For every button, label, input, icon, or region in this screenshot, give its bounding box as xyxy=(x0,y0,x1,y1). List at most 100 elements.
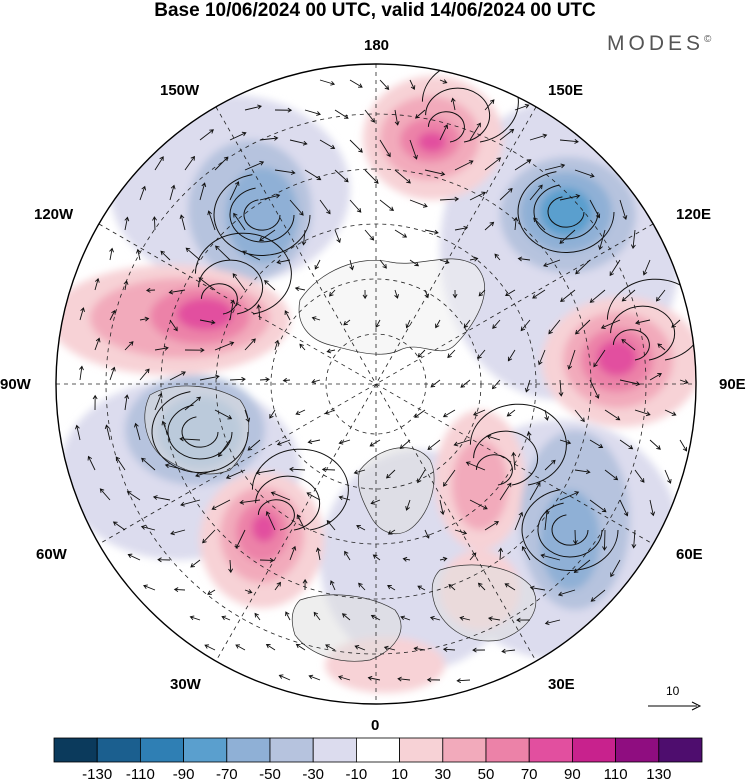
wind-vector-arrow xyxy=(439,556,448,562)
wind-vector-arrow xyxy=(499,188,513,201)
wind-vector-arrow xyxy=(169,371,186,381)
wind-vector-arrow xyxy=(109,247,114,261)
wind-vector-arrow xyxy=(341,613,351,621)
colorbar-swatch xyxy=(485,737,530,763)
colorbar-swatch xyxy=(53,737,98,763)
wind-vector-arrow xyxy=(204,644,216,651)
wind-vector-arrow xyxy=(254,612,261,621)
wind-vector-arrow xyxy=(289,199,304,216)
wind-vector-arrow xyxy=(567,349,576,370)
wind-vector-arrow xyxy=(160,250,171,261)
wind-vector-arrow xyxy=(358,582,366,591)
wind-vector-arrow xyxy=(207,589,216,595)
wind-vector-arrow xyxy=(379,259,387,269)
wind-vector-arrow xyxy=(442,409,456,418)
streamline xyxy=(547,196,585,228)
streamline xyxy=(425,87,491,143)
wind-vector-arrow xyxy=(152,216,157,231)
wind-vector-arrow xyxy=(225,469,246,480)
wind-vector-arrow xyxy=(109,366,116,381)
wind-vector-arrow xyxy=(430,379,441,388)
wind-vector-arrow xyxy=(414,109,426,119)
wind-vector-arrow xyxy=(589,289,606,303)
wind-vector-arrow xyxy=(439,196,460,202)
wind-vector-arrow xyxy=(233,212,246,231)
wind-vector-arrow xyxy=(417,469,426,484)
wind-vector-arrow xyxy=(517,256,531,262)
negative-anomaly-east-siberia xyxy=(500,157,636,273)
colorbar-swatch xyxy=(658,737,703,763)
wind-vector-arrow xyxy=(439,259,450,265)
wind-vector-arrow xyxy=(184,347,205,353)
wind-vector-arrow xyxy=(244,161,265,171)
wind-vector-arrow xyxy=(92,394,98,411)
wind-vector-arrow xyxy=(338,495,351,501)
streamline xyxy=(198,259,264,315)
wind-vector-arrow xyxy=(504,583,516,591)
wind-vector-arrow xyxy=(394,109,400,126)
wind-vector-arrow xyxy=(424,229,439,235)
wind-vector-arrow xyxy=(558,379,564,397)
wind-vector-arrow xyxy=(514,159,532,171)
wind-vector-arrow xyxy=(157,557,171,563)
positive-anomaly-north-atlantic xyxy=(200,472,324,608)
wind-vector-arrow xyxy=(491,379,501,390)
wind-vector-arrow xyxy=(199,182,207,201)
wind-vector-arrow xyxy=(299,343,306,351)
wind-vector-arrow xyxy=(559,193,581,201)
streamline xyxy=(517,171,615,253)
wind-vector-arrow xyxy=(313,611,321,621)
wind-vector-arrow xyxy=(353,469,366,475)
wind-vector-arrow xyxy=(604,409,621,421)
wind-vector-arrow xyxy=(417,349,426,358)
wind-vector-arrow xyxy=(140,525,156,531)
wind-vector-arrow xyxy=(619,379,641,386)
wind-vector-arrow xyxy=(294,286,306,292)
circulation-streamlines xyxy=(151,64,696,571)
wind-vector-arrow xyxy=(143,584,156,591)
wind-vector-arrow xyxy=(244,589,253,594)
wind-vector-arrow xyxy=(589,439,604,448)
wind-vector-arrow xyxy=(516,617,531,623)
wind-vector-arrow xyxy=(379,79,390,90)
wind-vector-arrow xyxy=(557,589,576,597)
map-boundary xyxy=(55,63,697,705)
wind-vector-arrow xyxy=(453,439,471,447)
wind-vector-arrow xyxy=(387,585,396,591)
wind-vector-arrow xyxy=(370,499,381,505)
colorbar xyxy=(53,737,703,763)
positive-anomaly-central-siberia xyxy=(542,297,696,427)
wind-vector-arrow xyxy=(619,439,634,450)
wind-vector-arrow xyxy=(94,277,100,291)
wind-vector-arrow xyxy=(602,529,607,551)
wind-vector-arrow xyxy=(484,99,495,111)
brand-mark: © xyxy=(704,34,712,45)
wind-vector-arrow xyxy=(589,499,607,513)
wind-vector-arrow xyxy=(598,229,606,251)
wind-vector-arrow xyxy=(75,424,81,441)
wind-vector-arrow xyxy=(548,319,561,335)
wind-vector-arrow xyxy=(169,184,176,201)
wind-vector-arrow xyxy=(325,644,336,651)
wind-vector-arrow xyxy=(526,431,532,441)
arrow-right-icon xyxy=(648,701,702,711)
wind-vector-arrow xyxy=(319,199,331,215)
wind-vector-arrow xyxy=(472,647,486,653)
wind-vector-arrow xyxy=(456,678,471,684)
streamline xyxy=(181,416,219,448)
wind-vector-arrow xyxy=(492,319,501,329)
positive-anomaly-north-pacific xyxy=(363,76,503,200)
wind-vector-arrow xyxy=(276,439,291,446)
wind-vector-arrow xyxy=(274,339,280,351)
wind-vector-arrow xyxy=(424,169,446,177)
wind-vector-arrow xyxy=(282,377,291,383)
wind-vector-field xyxy=(75,79,689,684)
wind-vector-arrow xyxy=(189,615,201,621)
wind-vector-arrow xyxy=(124,216,130,231)
wind-vector-arrow xyxy=(443,469,456,487)
wind-vector-arrow xyxy=(409,199,428,208)
wind-vector-arrow xyxy=(604,469,619,481)
wind-vector-arrow xyxy=(417,585,426,591)
lon-label-60e: 60E xyxy=(676,546,703,563)
negative-anomaly-west-siberia xyxy=(520,430,630,610)
